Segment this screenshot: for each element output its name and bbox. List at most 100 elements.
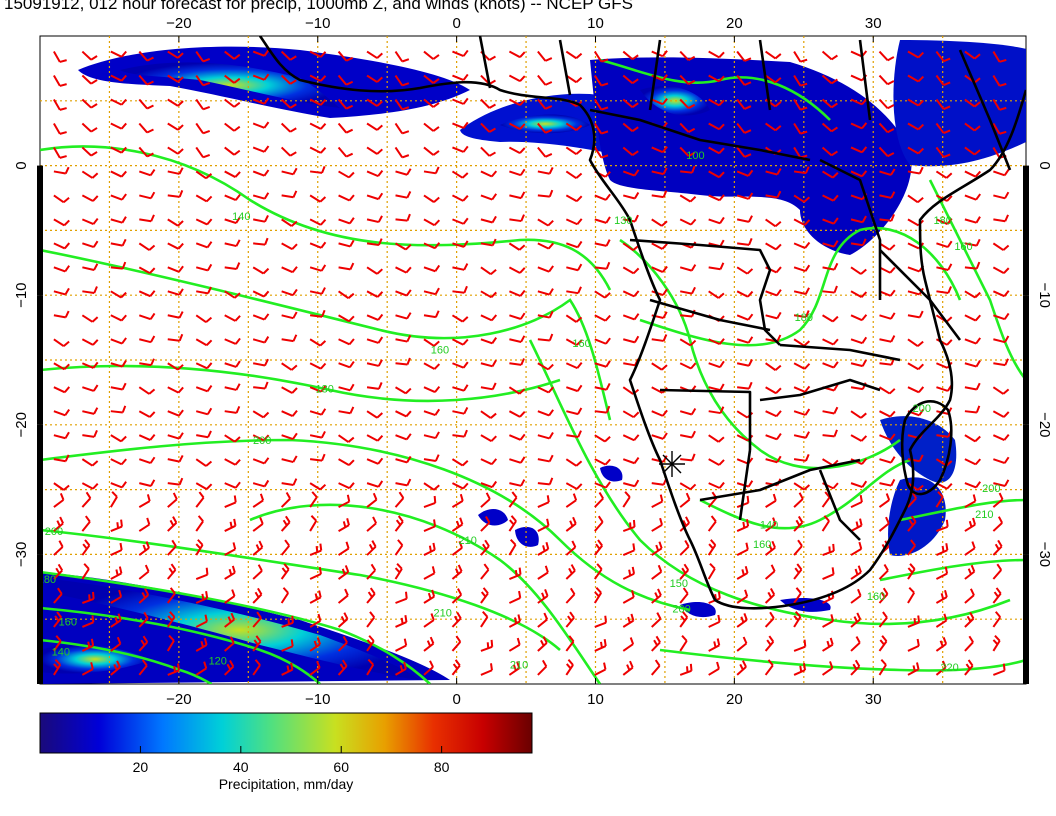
wind-barb (736, 636, 748, 652)
wind-barb (992, 634, 1001, 652)
wind-barb (935, 589, 948, 604)
wind-barb (992, 242, 1010, 251)
wind-barb (622, 169, 640, 177)
wind-barb (508, 386, 526, 395)
wind-barb (878, 146, 895, 158)
wind-barb (679, 611, 689, 628)
wind-barb (850, 215, 867, 224)
wind-barb (793, 362, 811, 370)
wind-barb (338, 494, 351, 508)
contour-label: 160 (753, 539, 771, 551)
wind-barb (53, 658, 62, 676)
wind-barb (452, 285, 468, 294)
wind-barb (651, 541, 663, 556)
madagascar (900, 400, 953, 496)
wind-barb (793, 610, 802, 628)
wind-barb (708, 146, 725, 155)
border (858, 39, 872, 121)
wind-barb (935, 491, 944, 508)
wind-barb (281, 478, 298, 486)
wind-barb (508, 590, 522, 604)
wind-barb (708, 614, 721, 628)
wind-barb (167, 539, 177, 556)
wind-barb (195, 491, 205, 508)
wind-barb (565, 338, 583, 346)
wind-barb (394, 515, 404, 532)
wind-barb (195, 362, 213, 370)
wind-barb (224, 612, 236, 628)
lon-tick-label-top: 10 (587, 15, 604, 32)
wind-barb (736, 290, 754, 298)
wind-barb (110, 589, 123, 604)
wind-barb (793, 539, 803, 556)
colorbar-tick-label: 40 (233, 759, 249, 775)
contour-label: 180 (38, 574, 56, 586)
wind-barb (679, 482, 697, 491)
border (759, 378, 881, 402)
wind-barb (907, 539, 916, 556)
wind-barb (195, 218, 213, 226)
contour-label: 200 (672, 604, 690, 616)
wind-barb (338, 482, 355, 490)
wind-barb (395, 386, 412, 395)
wind-barb (366, 410, 383, 419)
wind-barb (166, 587, 176, 604)
wind-barb (395, 242, 412, 251)
wind-barb (593, 146, 609, 159)
wind-barb (81, 458, 99, 467)
wind-barb (195, 385, 213, 393)
wind-barb (81, 170, 99, 179)
wind-barb (337, 98, 354, 110)
wind-barb (566, 384, 583, 393)
wind-barb (936, 240, 953, 249)
wind-barb (395, 289, 412, 297)
wind-barb (110, 636, 122, 652)
wind-barb (793, 194, 811, 203)
wind-barb (337, 565, 350, 580)
wind-barb (964, 635, 974, 652)
wind-barb (992, 51, 1007, 63)
wind-barb (651, 167, 668, 176)
contour-label: 140 (232, 211, 250, 223)
wind-barb (566, 407, 583, 416)
wind-barb (195, 314, 213, 323)
wind-barb (594, 615, 607, 628)
wind-barb (138, 456, 156, 464)
border (819, 158, 882, 300)
wind-barb (394, 50, 410, 63)
precip-mozambique (880, 416, 957, 483)
wind-barb (509, 289, 526, 297)
wind-barb (252, 192, 270, 200)
contour-line (40, 248, 612, 421)
wind-barb (81, 491, 92, 508)
wind-barb (509, 191, 526, 200)
wind-barb (566, 430, 582, 439)
wind-barb (850, 359, 867, 368)
wind-barb (935, 637, 948, 652)
wind-barb (594, 434, 611, 443)
wind-barb (708, 290, 725, 299)
wind-barb (736, 215, 753, 223)
wind-barb (480, 563, 490, 580)
wind-barb (252, 410, 270, 419)
wind-barb (252, 564, 263, 580)
wind-barb (224, 98, 241, 108)
wind-barb (480, 193, 498, 201)
wind-barb (395, 433, 412, 441)
wind-barb (509, 168, 526, 177)
wind-barb (309, 50, 327, 58)
wind-barb (593, 74, 609, 87)
wind-barb (708, 50, 725, 59)
wind-barb (139, 191, 156, 200)
wind-barb (53, 146, 67, 159)
wind-barb (850, 518, 863, 532)
wind-barb (338, 314, 355, 323)
wind-barb (537, 386, 554, 394)
wind-barb (537, 477, 554, 486)
wind-barb (679, 338, 697, 347)
wind-barb (138, 564, 150, 580)
wind-barb (53, 408, 70, 417)
wind-barb (793, 51, 808, 63)
wind-barb (793, 287, 810, 295)
wind-barb (309, 566, 322, 580)
